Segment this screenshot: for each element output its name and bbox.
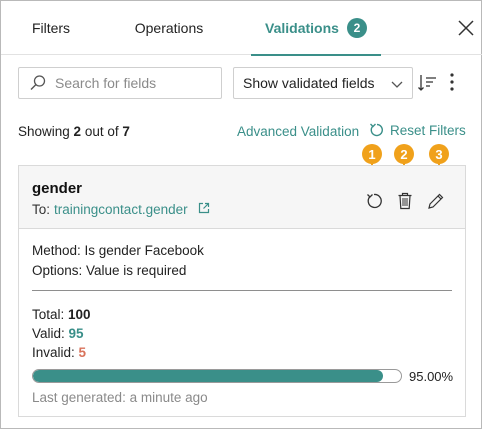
validation-card: gender To: trainingcontact.gender Method… [18,165,466,417]
callout-3: 3 [429,144,449,164]
card-divider [32,290,452,291]
refresh-icon [370,123,383,137]
validation-options: Options: Value is required [32,263,187,278]
refresh-icon [367,193,382,209]
valid-value: 95 [68,326,84,341]
target-prefix: To: [32,202,51,217]
more-icon [450,73,454,91]
reset-filters-link[interactable]: Reset Filters [369,122,466,138]
showing-count: Showing 2 out of 7 [18,124,130,139]
search-box[interactable] [18,67,222,99]
validation-method: Method: Is gender Facebook [32,243,204,258]
tab-filters[interactable]: Filters [15,1,87,55]
delete-button[interactable] [394,190,416,212]
close-button[interactable] [455,17,477,39]
shown-count: 2 [73,124,82,139]
showing-middle: out of [81,124,123,139]
tab-operations-label: Operations [134,20,204,36]
more-options-button[interactable] [448,71,456,96]
close-icon [458,20,474,36]
tab-operations[interactable]: Operations [113,1,225,55]
search-icon [30,75,46,90]
regenerate-button[interactable] [363,190,385,212]
sort-button[interactable] [417,73,437,96]
target-field: To: trainingcontact.gender [32,202,210,217]
showing-prefix: Showing [18,124,74,139]
valid-label: Valid: [32,326,69,341]
total-value: 100 [68,307,91,322]
edit-button[interactable] [425,190,447,212]
invalid-value: 5 [78,345,87,360]
pencil-icon [428,193,444,209]
external-link-icon [198,202,209,214]
total-count: 7 [122,124,130,139]
last-generated: Last generated: a minute ago [32,390,208,405]
advanced-validation-link[interactable]: Advanced Validation [237,124,360,139]
tab-filters-label: Filters [31,20,71,36]
tab-validations-label: Validations [265,20,339,36]
chevron-down-icon [391,81,403,88]
validations-count-badge: 2 [346,18,367,38]
trash-icon [398,192,412,210]
field-name: gender [32,180,83,197]
reset-filters-label: Reset Filters [390,122,466,138]
open-target-button[interactable] [198,202,210,217]
invalid-label: Invalid: [32,345,79,360]
callout-1: 1 [362,144,382,164]
callout-2: 2 [394,144,414,164]
validated-fields-dropdown[interactable]: Show validated fields [233,67,413,99]
total-stat: Total: 100 [32,307,91,322]
tab-validations[interactable]: Validations 2 [251,1,381,56]
search-input[interactable] [55,75,215,91]
valid-stat: Valid: 95 [32,326,84,341]
tab-bar: Filters Operations Validations 2 [1,1,482,56]
sort-icon [418,75,436,91]
total-label: Total: [32,307,69,322]
valid-progress-fill [33,370,383,382]
valid-percentage: 95.00% [409,369,454,384]
dropdown-value: Show validated fields [243,75,375,91]
valid-progress-bar [32,369,402,383]
target-field-link[interactable]: trainingcontact.gender [54,202,188,217]
card-header: gender To: trainingcontact.gender [19,166,465,229]
invalid-stat: Invalid: 5 [32,345,86,360]
